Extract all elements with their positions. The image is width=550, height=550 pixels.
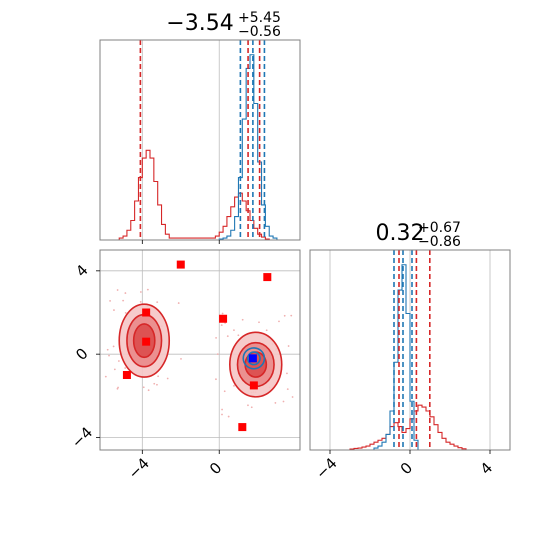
sample-point — [223, 390, 226, 393]
sample-point — [113, 309, 115, 311]
marker — [263, 273, 272, 282]
sample-point — [258, 321, 260, 324]
sample-point — [106, 348, 109, 351]
histogram-series — [218, 54, 281, 241]
quantile-lines — [393, 250, 431, 450]
title-lower-error: −0.56 — [238, 24, 281, 40]
sample-point — [139, 300, 142, 303]
sample-point — [109, 300, 111, 302]
sample-point — [286, 388, 289, 391]
sample-point — [278, 320, 280, 323]
sample-point — [156, 383, 158, 386]
sample-point — [274, 402, 277, 404]
sample-point — [241, 318, 244, 321]
panel-frame — [99, 249, 301, 451]
sample-point — [221, 312, 224, 315]
histograms — [118, 54, 281, 241]
marker — [248, 354, 257, 363]
histograms — [349, 264, 470, 451]
sample-point — [113, 368, 116, 371]
histogram-series — [373, 264, 422, 451]
sample-point — [286, 372, 288, 375]
sample-point — [147, 389, 150, 392]
marker — [142, 308, 151, 317]
sample-point — [233, 329, 235, 332]
sample-point — [124, 292, 127, 294]
sample-point — [156, 301, 159, 304]
sample-point — [216, 353, 219, 356]
sample-point — [177, 302, 180, 304]
sample-point — [124, 367, 127, 369]
tick-marks — [96, 270, 220, 454]
histogram-series — [118, 149, 281, 241]
marker — [122, 371, 131, 379]
sample-point — [117, 360, 120, 362]
sample-point — [108, 354, 110, 357]
sample-point — [221, 413, 223, 416]
sample-point — [283, 314, 286, 317]
quantile-lines — [139, 40, 266, 240]
sample-point — [146, 288, 149, 291]
sample-point — [215, 336, 217, 339]
grid-lines — [141, 40, 220, 240]
sample-point — [287, 345, 290, 347]
sample-point — [226, 335, 229, 338]
marker — [249, 381, 258, 390]
tick-marks — [329, 450, 491, 454]
sample-point — [247, 404, 249, 407]
panel-frame — [99, 39, 301, 241]
marker — [142, 337, 151, 346]
sample-point — [104, 375, 107, 378]
sample-point — [122, 299, 125, 302]
sample-point — [124, 311, 127, 314]
marker — [219, 314, 228, 323]
sample-point — [153, 382, 156, 385]
sample-point — [237, 334, 240, 337]
sample-point — [166, 377, 169, 380]
sample-point — [227, 415, 230, 418]
sample-point — [139, 291, 142, 293]
marker — [238, 423, 247, 432]
sample-point — [215, 378, 217, 381]
panel-title: −3.54 — [166, 11, 233, 36]
sample-point — [180, 357, 182, 360]
panel-title: 0.32 — [376, 221, 425, 246]
sample-point — [282, 400, 285, 403]
sample-point — [220, 324, 223, 327]
panel-joint: −4 0 −404 — [68, 249, 301, 483]
sample-point — [116, 387, 119, 390]
tick-marks — [141, 240, 220, 244]
sample-point — [233, 384, 235, 387]
marker — [176, 260, 185, 269]
title-upper-error: +5.45 — [238, 10, 281, 26]
sample-point — [250, 406, 253, 409]
sample-point — [221, 408, 223, 411]
title-lower-error: −0.86 — [418, 234, 461, 250]
sample-point — [291, 396, 294, 398]
markers — [122, 260, 272, 432]
sample-point — [142, 386, 145, 389]
sample-point — [265, 329, 268, 332]
title-upper-error: +0.67 — [418, 220, 461, 236]
sample-point — [290, 314, 293, 317]
density-contour — [242, 347, 266, 370]
density-contour — [246, 351, 261, 366]
sample-point — [116, 289, 119, 291]
sample-point — [112, 345, 115, 348]
panel-marginal-x: −3.54 +5.45 −0.56 — [99, 10, 301, 244]
histogram-series — [349, 404, 470, 451]
sample-point — [157, 375, 160, 378]
